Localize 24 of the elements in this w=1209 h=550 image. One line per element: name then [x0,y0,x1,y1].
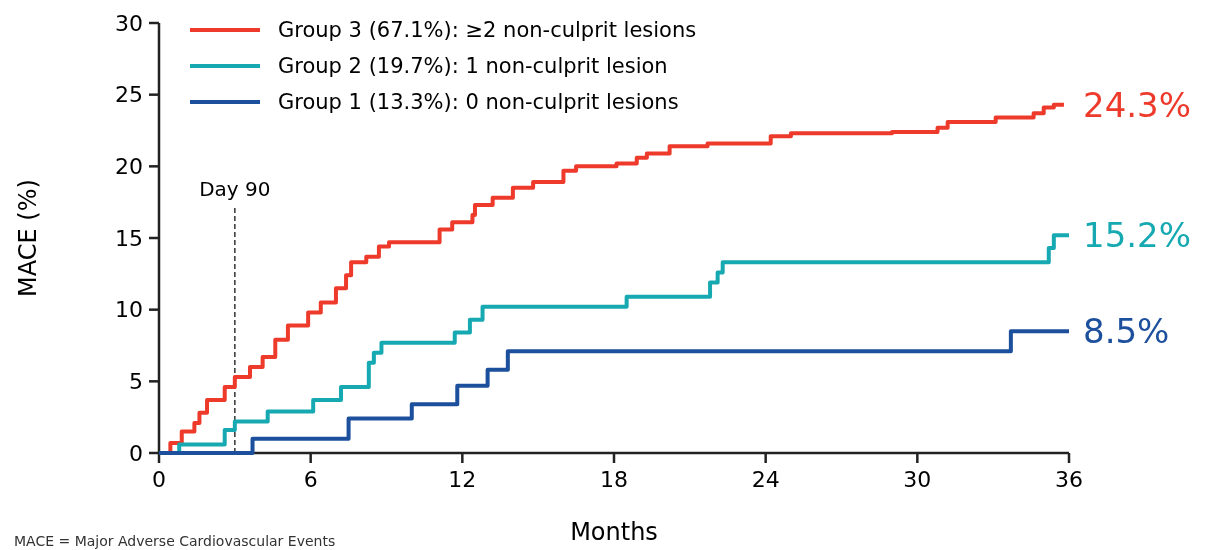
x-tick-label: 12 [448,467,477,492]
y-tick-label: 0 [129,440,143,466]
text: 24.3% [1083,84,1192,125]
y-axis-title: MACE (%) [14,179,42,297]
x-tick-label: 24 [751,467,780,492]
x-tick-label: 0 [152,467,166,492]
x-tick-label: 36 [1055,467,1083,492]
text: MACE = Major Adverse Cardiovascular Events [14,533,336,549]
y-tick-label: 25 [115,82,143,108]
text: 8.5% [1083,311,1170,352]
x-tick-label: 30 [903,467,932,492]
x-tick-label: 6 [303,467,318,492]
legend-label: Group 3 (67.1%): ≥2 non-culprit lesions [278,18,697,43]
x-axis-title: Months [570,518,658,547]
y-tick-label: 15 [115,225,143,251]
y-tick-label: 5 [129,369,143,395]
y-tick-label: 20 [115,154,143,180]
legend-label: Group 1 (13.3%): 0 non-culprit lesions [278,90,679,115]
x-tick-label: 18 [600,467,628,492]
ref-line-label: Day 90 [199,177,271,201]
y-tick-label: 30 [115,10,143,36]
text: 15.2% [1083,215,1192,256]
y-tick-label: 10 [115,297,143,323]
legend-label: Group 2 (19.7%): 1 non-culprit lesion [278,54,668,79]
